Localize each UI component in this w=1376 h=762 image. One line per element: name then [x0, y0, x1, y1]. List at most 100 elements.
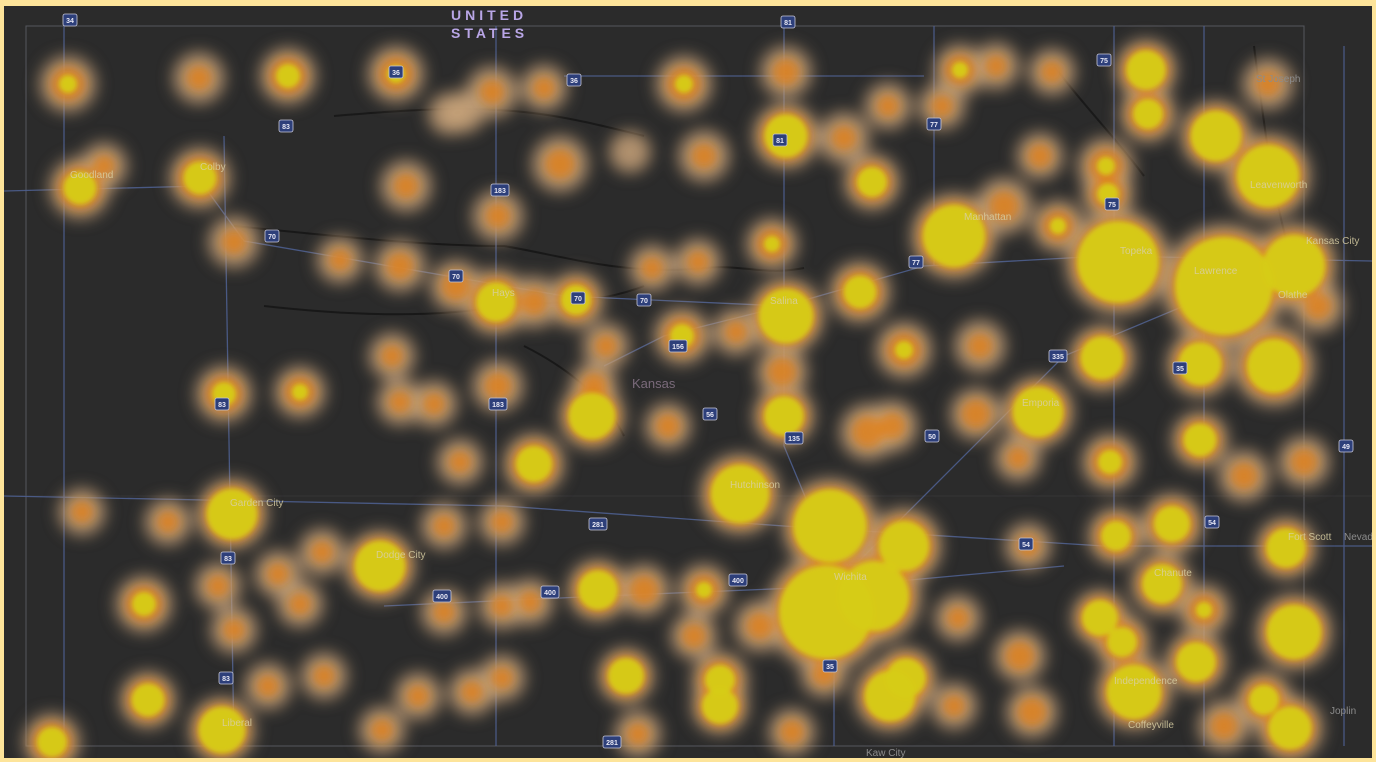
heat-spot-mid — [533, 77, 555, 99]
heat-spot-high — [710, 464, 770, 524]
highway-shield-label: 70 — [268, 234, 276, 241]
heat-spot-mid — [581, 373, 607, 399]
state-label: Kansas — [632, 376, 676, 391]
heat-spot-high — [758, 288, 814, 344]
heat-spot-mid — [311, 541, 333, 563]
highway-shield-label: 400 — [436, 594, 448, 601]
highway-shield-badge — [588, 517, 608, 531]
heat-spot-high — [878, 520, 930, 572]
highway-shield: 83 — [278, 119, 294, 133]
heat-spot-high — [1080, 336, 1124, 380]
highway-shield: 400 — [540, 585, 560, 599]
heat-spot-mid — [985, 55, 1007, 77]
city-label: Kansas City — [1306, 236, 1359, 247]
heat-spot-mid — [641, 257, 663, 279]
heat-spot-high — [1175, 237, 1273, 335]
country-label: UNITED STATES — [451, 7, 535, 41]
heat-spot-mid — [780, 720, 804, 744]
highway-shield-label: 50 — [928, 434, 936, 441]
heat-spot-mid — [371, 719, 393, 741]
heat-spot-high — [895, 341, 913, 359]
heat-spot-mid — [313, 665, 335, 687]
heat-layer-high — [37, 50, 1326, 757]
highway-shield-badge — [214, 397, 230, 411]
highway-shield-badge — [388, 65, 404, 79]
heat-spot-mid — [485, 203, 511, 229]
heat-spot-high — [1268, 706, 1312, 750]
heat-spot-mid — [186, 65, 212, 91]
highway-shield: 183 — [490, 183, 510, 197]
heat-spot-high — [695, 581, 713, 599]
highway-shield-label: 83 — [224, 556, 232, 563]
heat-spot-mid — [329, 249, 351, 271]
heat-spot-mid — [545, 149, 575, 179]
highway-shield: 34 — [62, 13, 78, 27]
heat-spot-high — [1077, 221, 1159, 303]
heat-spot-high — [206, 488, 258, 540]
country-label-line2: STATES — [451, 25, 528, 41]
highway-shield-label: 83 — [282, 124, 290, 131]
heat-spot-high — [857, 167, 887, 197]
heat-spot-high — [1098, 450, 1122, 474]
heat-spot-mid — [1304, 292, 1332, 320]
highway-shield-label: 70 — [574, 296, 582, 303]
heat-spot-mid — [223, 619, 245, 641]
heat-spot-high — [476, 282, 516, 322]
highway-shield-badge — [772, 133, 788, 147]
highway-shield: 83 — [214, 397, 230, 411]
highway-shield: 35 — [1172, 361, 1188, 375]
heat-spot-high — [764, 396, 804, 436]
highway-shield-badge — [570, 291, 586, 305]
map-canvas[interactable]: 34 83 36 36 183 70 70 70 70 81 81 77 77 75 75 156 56 183 8… — [4, 6, 1372, 758]
heat-spot-mid — [877, 95, 899, 117]
heat-spot-high — [578, 570, 618, 610]
highway-shields: 34 83 36 36 183 70 70 70 70 81 81 77 77 75 75 156 56 183 8… — [62, 13, 1354, 749]
highway-shield-badge — [784, 431, 804, 445]
heat-spot-high — [1266, 528, 1306, 568]
highway-shield: 77 — [926, 117, 942, 131]
heat-spot-mid — [1290, 448, 1318, 476]
heat-spot-high — [608, 658, 644, 694]
highway-shield-label: 70 — [452, 274, 460, 281]
heat-spot-mid — [393, 173, 419, 199]
highway-shield-badge — [1096, 53, 1112, 67]
heat-spot-mid — [491, 595, 513, 617]
highway-shield: 50 — [924, 429, 940, 443]
heatmap-map[interactable]: 34 83 36 36 183 70 70 70 70 81 81 77 77 75 75 156 56 183 8… — [4, 6, 1372, 758]
city-label: Olathe — [1278, 290, 1308, 301]
city-label: Hays — [492, 288, 515, 299]
highway-shield-badge — [488, 397, 508, 411]
highway-shield: 75 — [1104, 197, 1120, 211]
highway-shield: 56 — [702, 407, 718, 421]
heat-spot-mid — [1017, 697, 1047, 727]
highway-shield-label: 77 — [912, 260, 920, 267]
highway-shield: 70 — [448, 269, 464, 283]
city-label: Hutchinson — [730, 480, 780, 491]
highway-shield-label: 281 — [592, 522, 604, 529]
highway-shield: 400 — [728, 573, 748, 587]
highway-shield-label: 83 — [222, 676, 230, 683]
heat-spot-high — [1106, 664, 1162, 720]
heat-spot-high — [1082, 600, 1118, 636]
heat-spot-mid — [967, 333, 993, 359]
highway-shield: 335 — [1048, 349, 1068, 363]
highway-shield: 77 — [908, 255, 924, 269]
highway-shield-badge — [1104, 197, 1120, 211]
highway-shield-badge — [218, 671, 234, 685]
highway-shield-label: 70 — [640, 298, 648, 305]
heat-spot-high — [1142, 564, 1182, 604]
highway-shield-label: 54 — [1208, 520, 1216, 527]
highway-shield: 75 — [1096, 53, 1112, 67]
highway-shield: 281 — [602, 735, 622, 749]
heat-spot-mid — [767, 357, 797, 387]
highway-shield-label: 183 — [492, 402, 504, 409]
heat-spot-high — [1126, 50, 1166, 90]
heat-spot-high — [515, 445, 553, 483]
highway-shield: 35 — [822, 659, 838, 673]
heat-spot-high — [1262, 234, 1326, 298]
city-label: Dodge City — [376, 550, 425, 561]
heat-spot-high — [702, 688, 738, 724]
heat-spot-mid — [931, 95, 953, 117]
highway-shield-badge — [1172, 361, 1188, 375]
heat-spot-mid — [629, 575, 659, 605]
